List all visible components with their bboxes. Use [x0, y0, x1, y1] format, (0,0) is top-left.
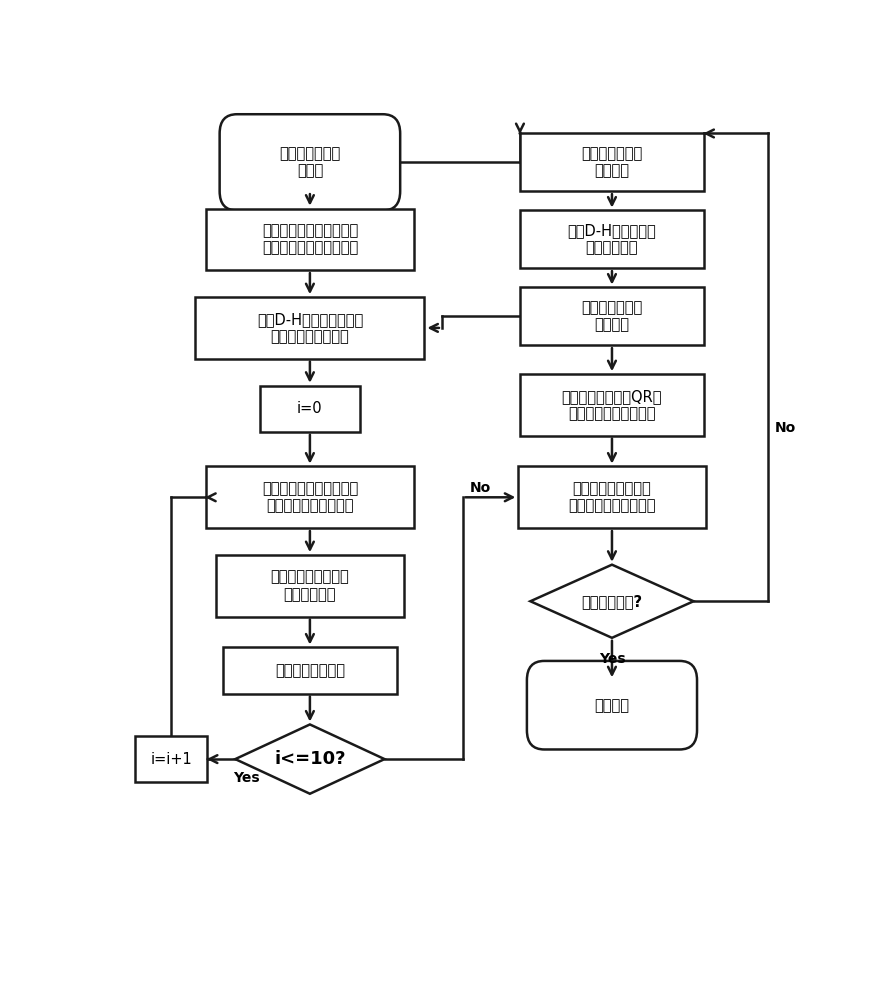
Text: Yes: Yes: [233, 771, 259, 785]
Text: 标定结束: 标定结束: [594, 698, 630, 713]
Text: 利用最小二乘法和QR分
解计算参数误差估计值: 利用最小二乘法和QR分 解计算参数误差估计值: [562, 389, 662, 421]
FancyBboxPatch shape: [520, 287, 704, 345]
Text: 测量不同位姿下工具球表
面坐标，确定实际位姿: 测量不同位姿下工具球表 面坐标，确定实际位姿: [262, 481, 358, 514]
FancyBboxPatch shape: [518, 466, 706, 528]
Text: 计算位姿误差矩阵: 计算位姿误差矩阵: [275, 663, 345, 678]
Text: i=i+1: i=i+1: [151, 752, 192, 767]
FancyBboxPatch shape: [520, 374, 704, 436]
Text: i=0: i=0: [297, 401, 323, 416]
Text: 确定工具球坐标系和末端
执行器坐标系的转换矩阵: 确定工具球坐标系和末端 执行器坐标系的转换矩阵: [262, 223, 358, 256]
FancyBboxPatch shape: [520, 133, 704, 191]
Text: 根据D-H参数名义值构建
机器人正运动学模型: 根据D-H参数名义值构建 机器人正运动学模型: [257, 312, 363, 344]
Text: 对运动学模型参数进
行补偿，作为新名义值: 对运动学模型参数进 行补偿，作为新名义值: [568, 481, 656, 514]
FancyBboxPatch shape: [195, 297, 425, 359]
Text: 校正并安装工具
球装置: 校正并安装工具 球装置: [280, 146, 340, 179]
Text: 根据D-H参数名义值
消除冗余参数: 根据D-H参数名义值 消除冗余参数: [567, 223, 657, 256]
Text: No: No: [775, 421, 797, 435]
FancyBboxPatch shape: [206, 466, 414, 528]
Text: 每个位姿根据名义值
计算名义位姿: 每个位姿根据名义值 计算名义位姿: [271, 570, 349, 602]
Text: 精度满足要求?: 精度满足要求?: [582, 594, 642, 609]
FancyBboxPatch shape: [216, 555, 403, 617]
Text: Yes: Yes: [599, 652, 625, 666]
FancyBboxPatch shape: [260, 386, 360, 432]
FancyBboxPatch shape: [520, 210, 704, 268]
Text: No: No: [470, 481, 491, 495]
Text: 构建运动学参数
误差模型: 构建运动学参数 误差模型: [582, 146, 642, 179]
FancyBboxPatch shape: [206, 209, 414, 270]
Text: 计算参数辨识雅
可比矩阵: 计算参数辨识雅 可比矩阵: [582, 300, 642, 333]
Polygon shape: [530, 565, 694, 638]
FancyBboxPatch shape: [220, 114, 401, 210]
FancyBboxPatch shape: [223, 647, 397, 694]
FancyBboxPatch shape: [134, 736, 208, 782]
FancyBboxPatch shape: [527, 661, 697, 749]
Text: i<=10?: i<=10?: [274, 750, 346, 768]
Polygon shape: [236, 724, 384, 794]
